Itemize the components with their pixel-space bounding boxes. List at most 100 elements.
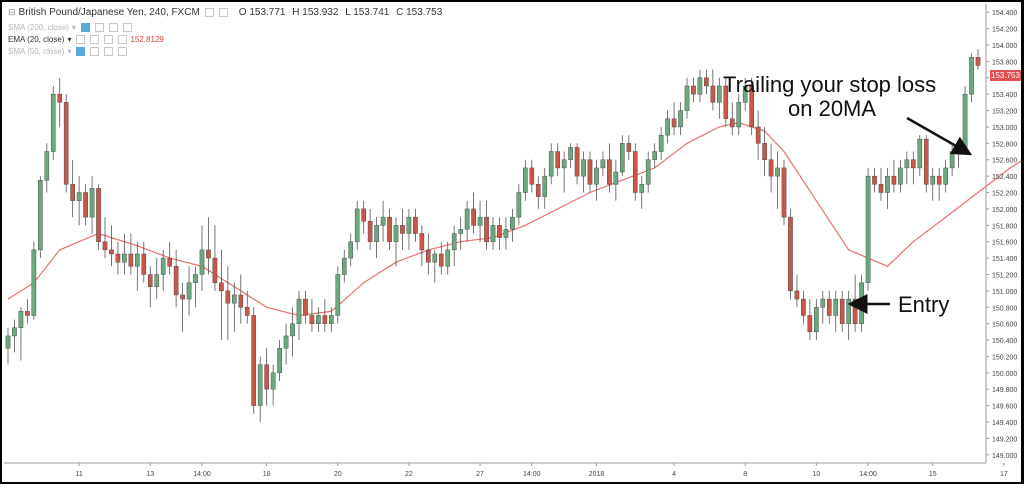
indicator-sma200[interactable]: SMA (200, close) ▾	[8, 23, 132, 32]
settings-icon[interactable]	[90, 47, 100, 56]
candle-body	[186, 282, 192, 300]
eye-icon[interactable]	[76, 35, 86, 44]
collapse-icon[interactable]: ⊟	[8, 7, 16, 17]
candle	[943, 159, 948, 193]
candle	[613, 159, 619, 201]
indicator-sma50[interactable]: SMA (50, close) ▾	[8, 47, 128, 56]
candle-body	[898, 167, 903, 185]
candle-body	[477, 216, 483, 226]
candle	[251, 307, 257, 414]
y-tick-label: 153.000	[992, 125, 1017, 132]
candle-body	[264, 364, 269, 390]
candle-body	[380, 216, 386, 226]
candle-body	[943, 167, 948, 185]
y-tick-label: 151.600	[992, 240, 1017, 247]
candle-body	[206, 249, 211, 259]
candle-body	[400, 225, 405, 234]
candle	[102, 217, 108, 259]
candle-body	[70, 184, 75, 201]
candle-body	[742, 85, 748, 103]
close-value: C 153.753	[396, 7, 443, 18]
candle	[147, 266, 153, 308]
candle	[354, 200, 360, 250]
candle	[206, 217, 211, 275]
candle	[50, 85, 56, 160]
candle	[555, 143, 560, 177]
settings-icon[interactable]	[94, 23, 104, 32]
candle-body	[587, 159, 593, 185]
eye-icon[interactable]	[76, 47, 86, 56]
candle-body	[432, 253, 438, 263]
y-tick-label: 151.800	[992, 223, 1017, 230]
candle-body	[438, 253, 444, 267]
candle-body	[788, 216, 793, 292]
candle	[283, 323, 289, 365]
close-icon[interactable]	[104, 47, 114, 56]
y-tick-label: 150.600	[992, 322, 1017, 329]
candle-body	[160, 257, 166, 275]
candle-body	[464, 208, 470, 230]
dropdown-arrow-icon[interactable]: ▾	[67, 47, 72, 56]
candle-body	[865, 175, 871, 283]
candle	[736, 94, 742, 136]
candle-body	[445, 249, 451, 267]
more-icon[interactable]	[122, 23, 132, 32]
close-icon[interactable]	[108, 23, 118, 32]
candle-body	[568, 147, 573, 160]
candle-body	[645, 159, 651, 185]
candle-body	[18, 311, 24, 328]
y-tick-label: 154.000	[992, 43, 1017, 50]
candle	[141, 241, 147, 283]
candle-body	[561, 159, 567, 169]
candle-body	[173, 266, 179, 296]
dropdown-arrow-icon[interactable]: ▾	[71, 23, 76, 32]
candle	[742, 77, 748, 111]
settings-icon[interactable]	[90, 35, 100, 44]
candle	[57, 77, 63, 127]
candle-body	[826, 298, 832, 316]
x-tick-label: 15	[929, 471, 937, 478]
candle	[839, 290, 845, 332]
eye-icon[interactable]	[80, 23, 90, 32]
close-icon[interactable]	[104, 35, 114, 44]
ema20-line	[7, 122, 1021, 317]
candle-body	[516, 192, 522, 218]
candle-body	[167, 257, 172, 267]
candle	[70, 159, 75, 218]
candle-body	[387, 216, 392, 242]
candle	[18, 307, 24, 361]
y-tick-label: 150.000	[992, 371, 1017, 378]
candle-body	[193, 274, 198, 283]
candle-body	[135, 253, 140, 267]
candle	[755, 110, 761, 160]
visibility-icon[interactable]	[218, 8, 228, 17]
more-icon[interactable]	[118, 47, 128, 56]
candle-body	[128, 253, 134, 267]
candle-body	[723, 85, 729, 119]
candle-body	[83, 192, 88, 218]
candle-body	[290, 323, 295, 337]
candle-body	[225, 290, 231, 304]
candle-body	[613, 171, 619, 185]
candle	[872, 167, 877, 193]
candle	[432, 249, 438, 283]
candle-body	[102, 241, 108, 251]
y-tick-label: 151.200	[992, 272, 1017, 279]
more-icon[interactable]	[118, 35, 128, 44]
candle-body	[904, 159, 910, 169]
dropdown-arrow-icon[interactable]: ▾	[67, 35, 72, 44]
candle	[969, 53, 974, 103]
candle	[949, 143, 955, 177]
indicator-ema20[interactable]: EMA (20, close) ▾ 152.8129	[8, 35, 164, 44]
candle	[193, 266, 198, 308]
candle-body	[458, 229, 463, 234]
candle	[367, 208, 373, 250]
candle	[826, 290, 832, 324]
candle-body	[923, 139, 929, 185]
candle-body	[451, 233, 457, 251]
settings-icon[interactable]	[204, 8, 214, 17]
candle	[374, 217, 379, 259]
candle-body	[63, 102, 69, 185]
